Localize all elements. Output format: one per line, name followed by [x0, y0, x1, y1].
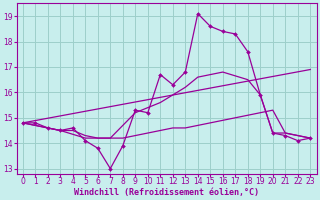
X-axis label: Windchill (Refroidissement éolien,°C): Windchill (Refroidissement éolien,°C): [74, 188, 259, 197]
